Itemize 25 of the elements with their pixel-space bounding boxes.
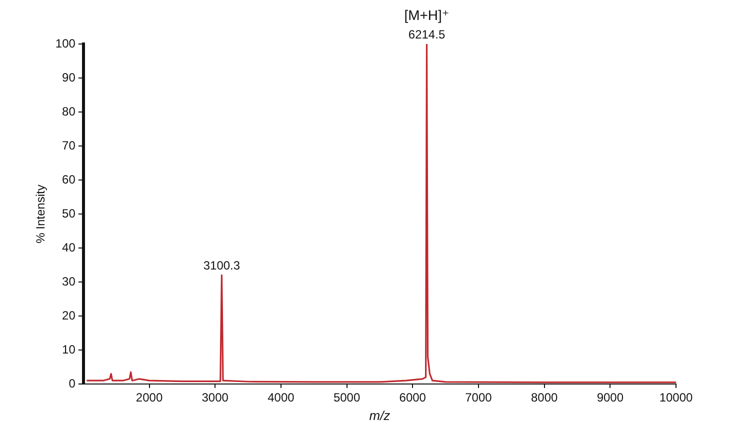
- annotation: 3100.3: [203, 258, 240, 273]
- x-tick-label: 4000: [268, 390, 295, 405]
- x-tick-label: 9000: [596, 390, 624, 405]
- y-tick-label: 0: [68, 376, 76, 390]
- y-tick-label: 90: [62, 70, 76, 84]
- y-tick-label: 100: [55, 36, 76, 50]
- y-tick-label: 40: [62, 240, 76, 254]
- y-tick-label: 70: [62, 138, 76, 152]
- y-tick-label: 10: [62, 342, 76, 356]
- x-tick-label: 8000: [530, 390, 558, 405]
- x-tick-label: 7000: [465, 390, 492, 405]
- y-tick-label: 50: [62, 206, 76, 220]
- x-tick-label: 2000: [136, 390, 163, 405]
- x-axis-title: m/z: [369, 408, 391, 423]
- y-tick-label: 60: [62, 172, 76, 186]
- annotation: 6214.5: [408, 27, 446, 42]
- y-tick-label: 80: [62, 104, 76, 118]
- x-tick-label: 6000: [399, 390, 426, 405]
- y-tick-label: 20: [62, 308, 76, 322]
- x-tick-label: 3000: [202, 390, 229, 405]
- x-tick-label: 5000: [333, 390, 360, 405]
- x-tick-label: 10000: [659, 390, 694, 405]
- y-tick-label: 30: [62, 274, 76, 288]
- y-axis-title: % Intensity: [34, 184, 48, 244]
- text: [M+H]⁺: [404, 6, 450, 23]
